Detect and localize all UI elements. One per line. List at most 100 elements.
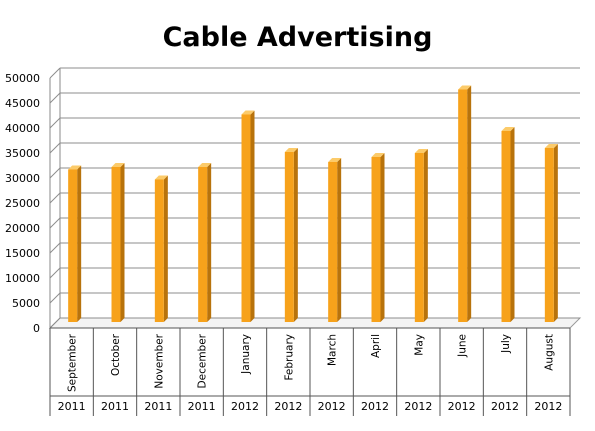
x-tick-label-month: April	[370, 334, 382, 358]
chart-title: Cable Advertising	[162, 22, 433, 53]
chart-walls	[48, 68, 582, 329]
gridline-side	[49, 142, 61, 154]
x-axis: September 2011 October 2011 November 2011 Dece…	[49, 327, 571, 416]
bar-front	[111, 167, 121, 322]
bar-side	[250, 110, 255, 322]
y-tick-label: 5000	[12, 297, 40, 310]
bar-side	[207, 163, 212, 322]
bar-side	[163, 175, 168, 322]
bar-front	[328, 162, 338, 322]
bar-side	[337, 158, 342, 322]
x-tick-label-month: May	[413, 334, 425, 356]
gridline-side	[49, 267, 61, 279]
bar-front	[241, 114, 251, 322]
bar-top	[371, 153, 385, 157]
bar	[414, 149, 428, 322]
y-tick-label: 20000	[5, 222, 40, 235]
bar-top	[544, 144, 558, 148]
gridline-side	[49, 242, 61, 254]
bar	[284, 148, 298, 322]
bar	[458, 85, 472, 322]
x-tick-label-month: November	[153, 333, 165, 388]
x-tick-label-year: 2011	[144, 400, 172, 413]
x-tick-label-month: February	[283, 334, 295, 381]
bar-top	[68, 165, 82, 170]
x-tick-label-year: 2012	[361, 400, 389, 413]
y-tick-label: 35000	[5, 147, 40, 160]
gridline-side	[49, 167, 61, 179]
x-tick-label-month: August	[543, 334, 555, 371]
bar-front	[544, 148, 554, 322]
bar-top	[284, 148, 298, 152]
gridline-side	[49, 217, 61, 229]
bar-front	[154, 179, 164, 322]
x-tick-label-month: December	[197, 333, 209, 388]
bar-side	[553, 144, 558, 322]
bar-side	[380, 153, 385, 322]
bar-front	[68, 169, 78, 322]
x-tick-label-year: 2012	[534, 400, 562, 413]
x-tick-label-year: 2011	[58, 400, 86, 413]
gridline-side	[49, 317, 61, 329]
bar-top	[328, 158, 342, 162]
y-tick-label: 30000	[5, 172, 40, 185]
bar	[328, 158, 342, 322]
bar-top	[198, 163, 212, 167]
x-tick-label-year: 2012	[448, 400, 476, 413]
y-tick-label: 0	[33, 322, 40, 335]
x-tick-label-year: 2011	[188, 400, 216, 413]
bar-front	[414, 153, 424, 322]
gridline-side	[49, 292, 61, 304]
bar-side	[293, 148, 298, 322]
x-tick-label-month: July	[500, 334, 512, 354]
bar	[68, 165, 82, 322]
bar-top	[501, 127, 515, 131]
gridline-side	[49, 117, 61, 129]
x-tick-label-year: 2012	[318, 400, 346, 413]
y-tick-label: 45000	[5, 97, 40, 110]
bar-side	[467, 85, 472, 322]
x-tick-label-year: 2011	[101, 400, 129, 413]
gridline-side	[49, 192, 61, 204]
y-tick-label: 25000	[5, 197, 40, 210]
gridline-side	[49, 92, 61, 104]
x-tick-label-year: 2012	[491, 400, 519, 413]
bar-side	[77, 165, 82, 322]
y-tick-label: 40000	[5, 122, 40, 135]
bar-top	[414, 149, 428, 153]
bar	[371, 153, 385, 322]
x-tick-label-month: January	[240, 334, 252, 375]
bar	[198, 163, 212, 322]
x-tick-label-month: September	[67, 333, 79, 392]
x-tick-label-month: June	[457, 334, 469, 358]
x-tick-label-year: 2012	[274, 400, 302, 413]
bar-top	[154, 175, 168, 180]
bar-top	[458, 85, 472, 90]
bar-side	[510, 127, 515, 322]
bar-top	[241, 110, 255, 115]
bar	[111, 163, 125, 322]
bar	[241, 110, 255, 322]
bar-side	[120, 163, 125, 322]
bars	[68, 85, 558, 322]
bar-side	[423, 149, 428, 322]
bar-front	[458, 89, 468, 322]
gridlines	[49, 67, 580, 329]
x-tick-label-month: October	[110, 333, 122, 376]
bar	[501, 127, 515, 322]
bar-top	[111, 163, 125, 167]
bar	[154, 175, 168, 322]
bar-front	[198, 167, 208, 322]
x-tick-label-month: March	[327, 334, 339, 366]
gridline-side	[49, 67, 61, 79]
chart-floor	[48, 317, 582, 329]
x-tick-label-year: 2012	[404, 400, 432, 413]
y-tick-label: 50000	[5, 72, 40, 85]
y-tick-label: 10000	[5, 272, 40, 285]
x-tick-label-year: 2012	[231, 400, 259, 413]
y-tick-label: 15000	[5, 247, 40, 260]
bar-front	[284, 152, 294, 322]
y-axis: 0 5000 10000 15000 20000 25000 30000 35000 40000…	[5, 72, 40, 335]
bar-front	[371, 157, 381, 322]
